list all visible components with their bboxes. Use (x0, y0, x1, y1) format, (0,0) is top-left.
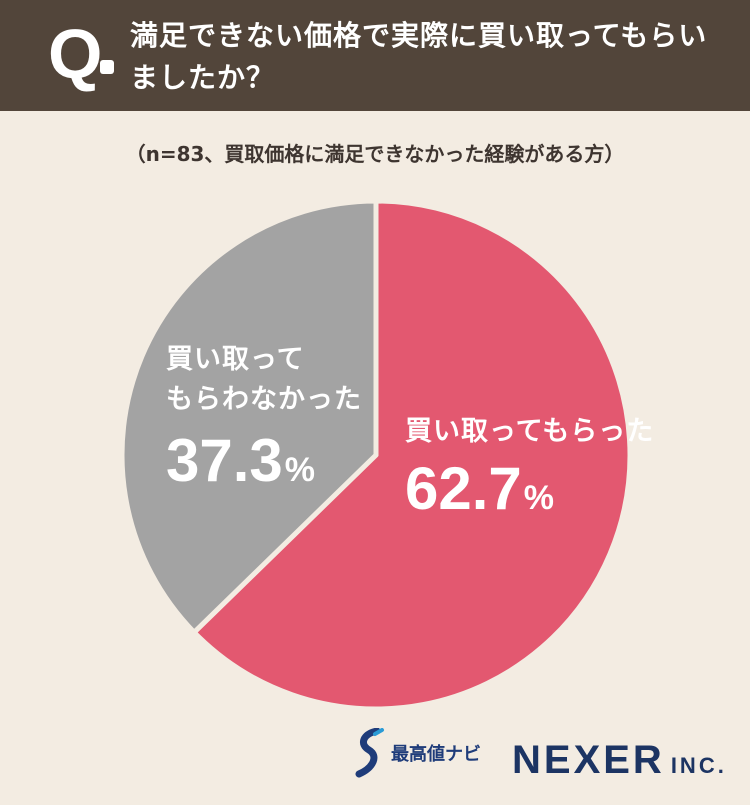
slice-not-sold (119, 198, 379, 635)
brand-s-icon (355, 728, 384, 778)
slice-label-sold: 買い取ってもらった 62.7% (405, 412, 654, 533)
question-header: Q 満足できない価格で実際に買い取ってもらいましたか？ (0, 0, 750, 111)
company-logo: NEXER INC. (512, 736, 727, 790)
company-suffix: INC. (670, 753, 727, 778)
percent-unit: % (284, 451, 316, 489)
slice-label-not-sold: 買い取って もらわなかった 37.3% (166, 340, 362, 505)
brand-logo: 最高値ナビ (355, 728, 481, 778)
slice-name-not-sold-line1: 買い取って (166, 344, 305, 375)
slice-value-sold-number: 62.7 (405, 455, 522, 522)
q-dot (100, 60, 114, 74)
q-mark: Q (48, 15, 103, 93)
slice-value-sold: 62.7% (405, 454, 654, 533)
slice-name-sold: 買い取ってもらった (405, 416, 655, 447)
question-text: 満足できない価格で実際に買い取ってもらいましたか？ (130, 19, 708, 94)
chart-subtitle: （n=83、買取価格に満足できなかった経験がある方） (125, 142, 625, 166)
slice-value-not-sold: 37.3% (166, 426, 362, 505)
slice-value-not-sold-number: 37.3 (166, 427, 283, 494)
slice-name-not-sold-line2: もらわなかった (166, 384, 362, 415)
company-name: NEXER (512, 738, 665, 782)
slice-sold (191, 198, 633, 712)
percent-unit: % (523, 479, 555, 517)
brand-name: 最高値ナビ (391, 744, 481, 765)
